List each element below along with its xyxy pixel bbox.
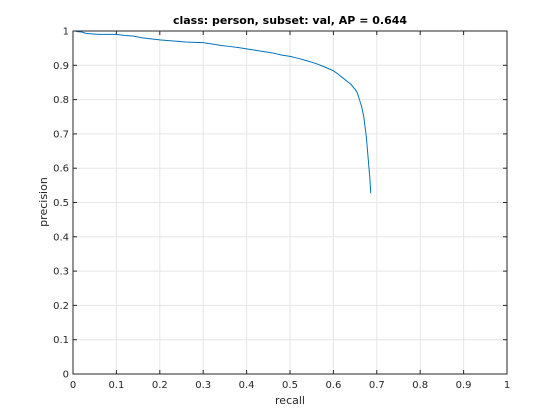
- chart-title: class: person, subset: val, AP = 0.644: [173, 14, 407, 27]
- y-tick-label: 0.4: [53, 232, 69, 243]
- y-tick-label: 1: [63, 27, 69, 38]
- series-layer: [73, 30, 372, 194]
- x-tick-label: 0.3: [195, 380, 211, 391]
- y-tick-label: 0: [63, 370, 69, 381]
- x-axis-label: recall: [275, 394, 305, 407]
- x-tick-label: 1: [504, 380, 510, 391]
- x-tick-label: 0: [70, 380, 76, 391]
- y-tick-label: 0.5: [53, 198, 69, 209]
- precision-recall-line: [73, 30, 372, 194]
- grid-layer: [73, 31, 507, 374]
- x-tick-label: 0.7: [369, 380, 385, 391]
- y-tick-label: 0.9: [53, 61, 69, 72]
- x-tick-label: 0.1: [108, 380, 124, 391]
- x-tick-label: 0.2: [152, 380, 168, 391]
- plot-frame: [72, 30, 508, 375]
- x-tick-label: 0.5: [282, 380, 298, 391]
- x-tick-label: 0.8: [412, 380, 428, 391]
- y-tick-label: 0.3: [53, 267, 69, 278]
- x-tick-label: 0.4: [239, 380, 255, 391]
- y-tick-label: 0.7: [53, 129, 69, 140]
- x-tick-label: 0.6: [325, 380, 341, 391]
- y-tick-label: 0.6: [53, 164, 69, 175]
- y-axis-label: precision: [37, 177, 50, 227]
- y-tick-label: 0.1: [53, 335, 69, 346]
- y-tick-label: 0.2: [53, 301, 69, 312]
- x-tick-label: 0.9: [456, 380, 472, 391]
- y-tick-label: 0.8: [53, 95, 69, 106]
